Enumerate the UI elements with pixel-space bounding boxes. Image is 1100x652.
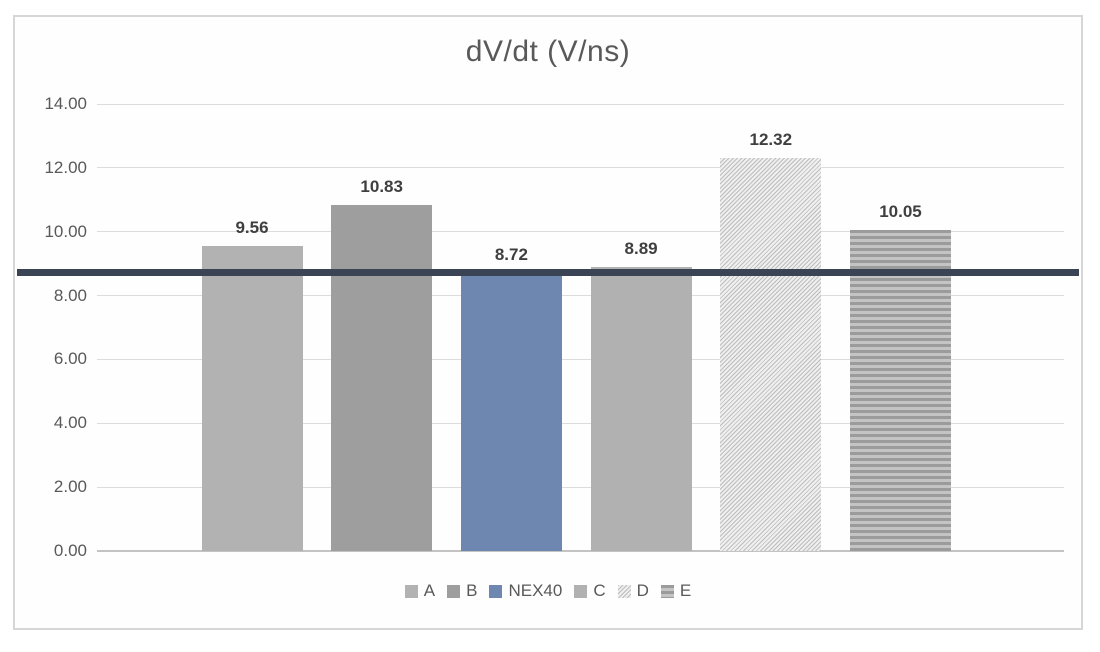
bar-value-label-E: 10.05 [879, 202, 922, 222]
legend-swatch-C [574, 584, 588, 598]
bar-value-label-C: 8.89 [624, 239, 658, 259]
bar-E [850, 230, 951, 551]
legend-label: NEX40 [508, 581, 563, 600]
legend-swatch-NEX40 [489, 584, 503, 598]
y-tick-label: 4.00 [53, 413, 87, 433]
legend-item-B: B [447, 581, 477, 601]
gridline-8.00 [97, 295, 1064, 297]
legend-item-A: A [404, 581, 436, 601]
y-tick-label: 8.00 [53, 285, 87, 305]
bar-D [720, 157, 822, 551]
gridline-6.00 [97, 358, 1064, 360]
bar-value-label-A: 9.56 [235, 217, 269, 237]
legend-item-C: C [574, 581, 606, 601]
legend-item-E: E [660, 581, 692, 601]
y-tick-label: 10.00 [44, 221, 87, 241]
y-tick-label: 12.00 [44, 157, 87, 177]
gridline-2.00 [97, 486, 1064, 488]
gridline-14.00 [97, 103, 1064, 105]
y-tick-label: 2.00 [53, 477, 87, 497]
plot-area: 9.56 10.83 8.72 8.89 12.32 10.05 [97, 103, 1064, 552]
legend-swatch-D [617, 584, 631, 598]
legend-label: D [636, 581, 649, 600]
bar-value-label-NEX40: 8.72 [494, 244, 528, 264]
gridline-10.00 [97, 231, 1064, 233]
y-tick-label: 14.00 [44, 94, 87, 113]
bar-C [590, 267, 692, 551]
gridline-4.00 [97, 422, 1064, 424]
y-tick-label: 0.00 [53, 541, 87, 560]
reference-line [17, 269, 1079, 276]
gridline-12.00 [97, 167, 1064, 169]
legend-item-D: D [617, 581, 649, 601]
legend-label: E [679, 581, 692, 600]
y-tick-label: 6.00 [53, 349, 87, 369]
legend-label: C [593, 581, 606, 600]
legend-label: B [466, 581, 478, 600]
bar-value-label-B: 10.83 [360, 177, 403, 197]
bar-A [201, 245, 303, 551]
bar-NEX40 [460, 272, 562, 551]
chart-frame: dV/dt (V/ns) 9.56 10.83 8.72 8.89 12.32 10.05… [13, 15, 1083, 630]
legend-item-NEX40: NEX40 [489, 581, 562, 601]
bar-value-label-D: 12.32 [749, 129, 793, 149]
bar-B [331, 205, 433, 551]
chart-title: dV/dt (V/ns) [465, 35, 631, 68]
legend-label: A [423, 581, 436, 600]
legend: A B NEX40 C D E [15, 581, 1081, 601]
legend-swatch-B [447, 584, 461, 598]
legend-swatch-A [404, 584, 418, 598]
legend-swatch-E [660, 584, 674, 598]
gridline-0.00 [97, 550, 1064, 552]
